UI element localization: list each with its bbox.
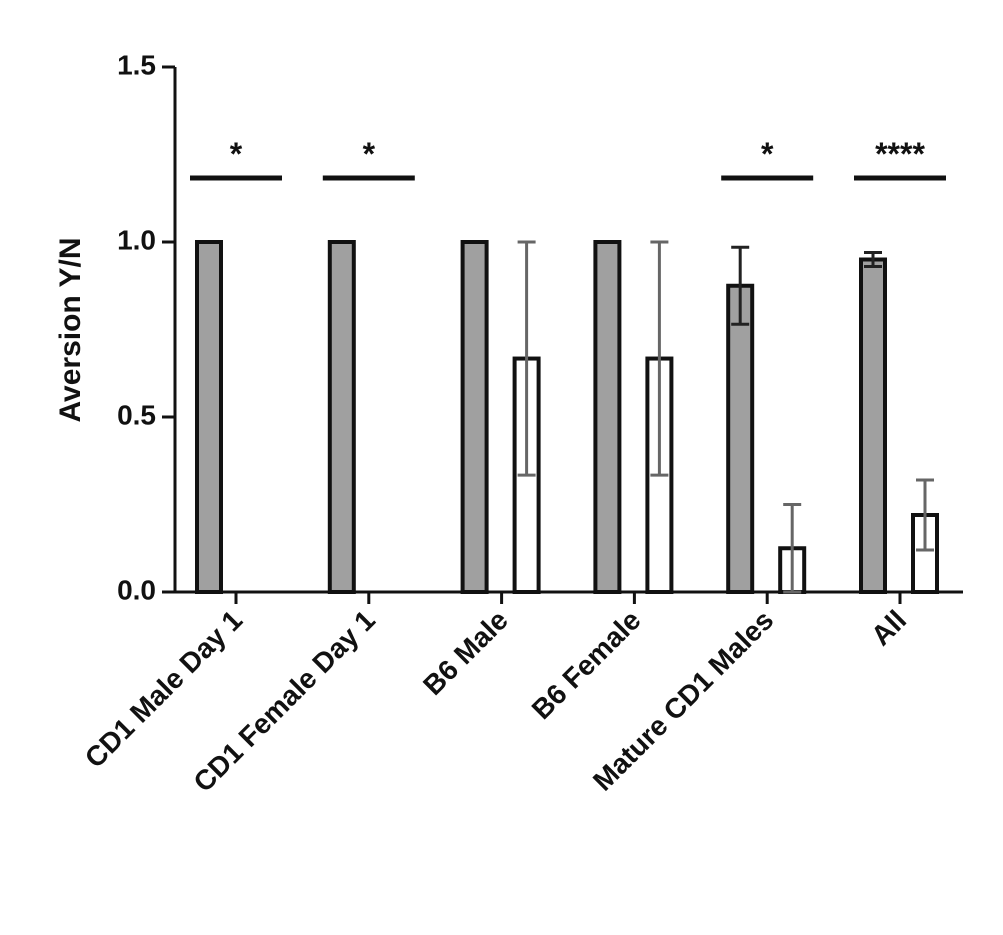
bar xyxy=(460,240,489,594)
bar xyxy=(911,513,939,594)
y-tick-label: 1.0 xyxy=(117,224,156,255)
bar xyxy=(859,257,887,594)
bar xyxy=(593,240,622,594)
significance-label: * xyxy=(761,136,774,172)
y-tick-label: 0.5 xyxy=(117,399,156,430)
y-tick-label: 1.5 xyxy=(117,49,156,80)
significance-label: * xyxy=(230,136,243,172)
significance-label: **** xyxy=(875,136,925,172)
significance-label: * xyxy=(363,136,376,172)
bar xyxy=(327,240,356,594)
bar xyxy=(726,283,755,594)
x-tick-label: B6 Female xyxy=(526,604,647,725)
x-tick-label: All xyxy=(865,604,912,651)
bar xyxy=(195,240,223,594)
y-axis-label: Aversion Y/N xyxy=(54,237,87,422)
y-tick-label: 0.0 xyxy=(117,574,156,605)
x-tick-label: B6 Male xyxy=(417,604,514,701)
